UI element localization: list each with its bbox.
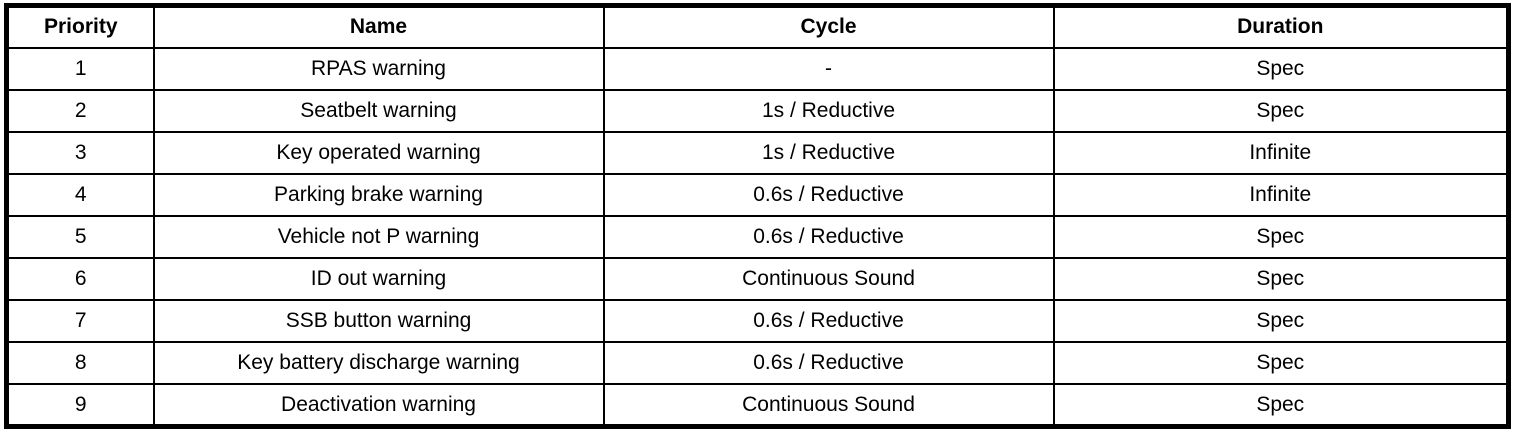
- cycle-cell: -: [602, 46, 1055, 91]
- cycle-cell: 0.6s / Reductive: [602, 172, 1055, 217]
- priority-cell: 6: [5, 257, 155, 302]
- duration-cell: Spec: [1052, 299, 1510, 344]
- duration-cell: Spec: [1052, 88, 1510, 133]
- name-cell: ID out warning: [152, 257, 605, 302]
- table-row: 6 ID out warning Continuous Sound Spec: [5, 257, 1510, 302]
- table-row: 8 Key battery discharge warning 0.6s / R…: [5, 341, 1510, 386]
- cycle-cell: 0.6s / Reductive: [602, 341, 1055, 386]
- cycle-cell: 1s / Reductive: [602, 130, 1055, 175]
- warning-priority-table: Priority Name Cycle Duration 1 RPAS warn…: [4, 3, 1511, 429]
- table-row: 2 Seatbelt warning 1s / Reductive Spec: [5, 88, 1510, 133]
- name-cell: Parking brake warning: [152, 172, 605, 217]
- cycle-cell: Continuous Sound: [602, 257, 1055, 302]
- name-cell: Key battery discharge warning: [152, 341, 605, 386]
- table-row: 3 Key operated warning 1s / Reductive In…: [5, 130, 1510, 175]
- name-cell: Key operated warning: [152, 130, 605, 175]
- cycle-cell: 1s / Reductive: [602, 88, 1055, 133]
- priority-cell: 3: [5, 130, 155, 175]
- priority-cell: 7: [5, 299, 155, 344]
- priority-cell: 5: [5, 214, 155, 260]
- priority-cell: 2: [5, 88, 155, 133]
- duration-cell: Infinite: [1052, 172, 1510, 217]
- priority-cell: 8: [5, 341, 155, 386]
- column-header-cycle: Cycle: [602, 4, 1055, 49]
- duration-cell: Spec: [1052, 214, 1510, 260]
- cycle-cell: 0.6s / Reductive: [602, 299, 1055, 344]
- name-cell: Seatbelt warning: [152, 88, 605, 133]
- cycle-cell: 0.6s / Reductive: [602, 214, 1055, 260]
- table-row: 9 Deactivation warning Continuous Sound …: [5, 383, 1510, 428]
- duration-cell: Infinite: [1052, 130, 1510, 175]
- duration-cell: Spec: [1052, 341, 1510, 386]
- name-cell: Deactivation warning: [152, 383, 605, 428]
- duration-cell: Spec: [1052, 383, 1510, 428]
- priority-cell: 9: [5, 383, 155, 428]
- table-row: 5 Vehicle not P warning 0.6s / Reductive…: [5, 214, 1510, 260]
- duration-cell: Spec: [1052, 46, 1510, 91]
- table-header-row: Priority Name Cycle Duration: [5, 4, 1510, 49]
- table-row: 4 Parking brake warning 0.6s / Reductive…: [5, 172, 1510, 217]
- column-header-priority: Priority: [5, 4, 155, 49]
- column-header-name: Name: [152, 4, 605, 49]
- name-cell: Vehicle not P warning: [152, 214, 605, 260]
- priority-cell: 4: [5, 172, 155, 217]
- cycle-cell: Continuous Sound: [602, 383, 1055, 428]
- priority-cell: 1: [5, 46, 155, 91]
- name-cell: RPAS warning: [152, 46, 605, 91]
- table-row: 7 SSB button warning 0.6s / Reductive Sp…: [5, 299, 1510, 344]
- column-header-duration: Duration: [1052, 4, 1510, 49]
- duration-cell: Spec: [1052, 257, 1510, 302]
- name-cell: SSB button warning: [152, 299, 605, 344]
- table-row: 1 RPAS warning - Spec: [5, 46, 1510, 91]
